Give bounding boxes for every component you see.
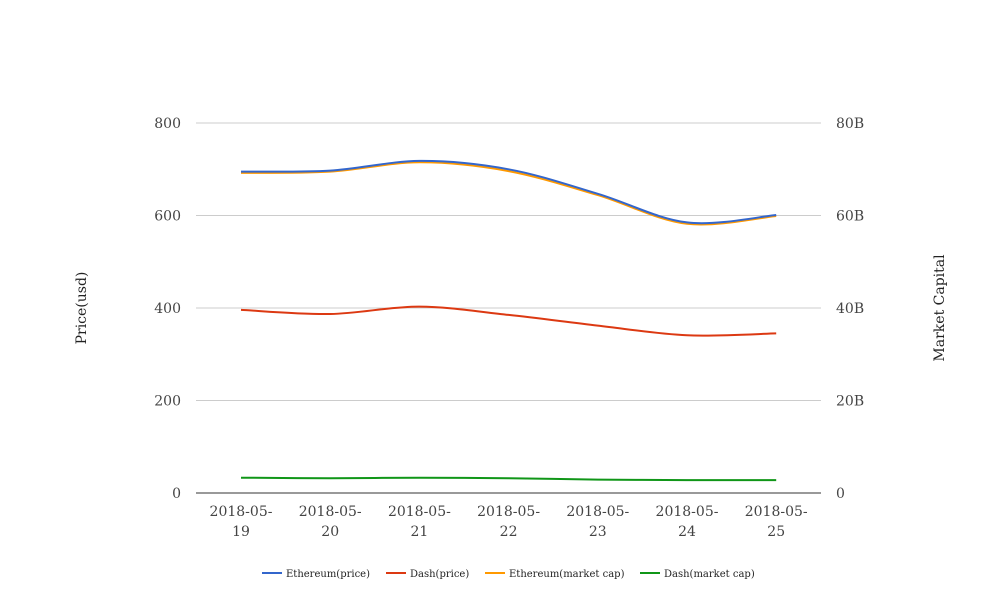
right-tick-label: 60B	[836, 209, 864, 225]
series-line-dash-price	[240, 305, 777, 337]
x-axis-ticks: 2018-05-19 2018-05-20 2018-05-21 2018-05-22…	[210, 504, 808, 540]
right-axis-ticks: 0 20B 40B 60B 80B	[836, 116, 864, 502]
gridlines	[196, 122, 821, 494]
legend: Ethereum(price) Dash(price) Ethereum(marke…	[262, 569, 755, 580]
left-tick-label: 800	[154, 116, 181, 132]
series-line-ethereum-price	[240, 159, 777, 225]
x-tick-label: 2018-05-24	[656, 504, 719, 540]
legend-item[interactable]: Ethereum(price)	[262, 569, 370, 580]
legend-item[interactable]: Dash(price)	[386, 569, 469, 580]
x-tick-label: 2018-05-23	[566, 504, 629, 540]
legend-label: Ethereum(market cap)	[509, 569, 625, 580]
legend-item[interactable]: Ethereum(market cap)	[485, 569, 625, 580]
right-axis-title: Market Capital	[932, 254, 948, 362]
right-tick-label: 80B	[836, 116, 864, 132]
x-tick-label: 2018-05-19	[210, 504, 273, 540]
legend-label: Ethereum(price)	[286, 569, 370, 580]
right-tick-label: 40B	[836, 301, 864, 317]
left-axis-ticks: 0 200 400 600 800	[154, 116, 181, 502]
series-lines	[240, 159, 777, 482]
x-tick-label: 2018-05-20	[299, 504, 362, 540]
series-line-dash-market-cap	[240, 476, 777, 482]
legend-label: Dash(market cap)	[664, 569, 755, 580]
x-tick-label: 2018-05-22	[477, 504, 540, 540]
left-tick-label: 400	[154, 301, 181, 317]
x-tick-label: 2018-05-21	[388, 504, 451, 540]
legend-item[interactable]: Dash(market cap)	[640, 569, 755, 580]
right-tick-label: 20B	[836, 394, 864, 410]
legend-label: Dash(price)	[410, 569, 469, 580]
left-tick-label: 200	[154, 394, 181, 410]
right-tick-label: 0	[836, 486, 845, 502]
left-tick-label: 600	[154, 209, 181, 225]
x-tick-label: 2018-05-25	[745, 504, 808, 540]
left-tick-label: 0	[172, 486, 181, 502]
left-axis-title: Price(usd)	[74, 272, 90, 345]
